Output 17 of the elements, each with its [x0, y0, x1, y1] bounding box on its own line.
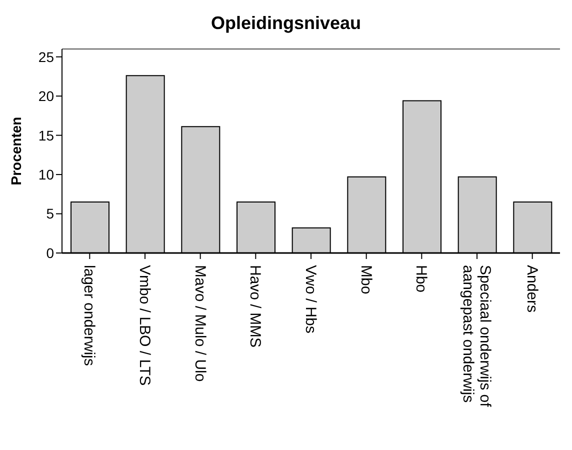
x-tick-label: Anders [523, 265, 540, 313]
x-tick-label: Vmbo / LBO / LTS [136, 265, 153, 386]
x-tick-label: Speciaal onderwijs of aangepast onderwijs [460, 265, 494, 408]
x-tick-label: Havo / MMS [246, 265, 264, 348]
y-tick-label: 25 [38, 48, 54, 65]
x-tick-label: lager onderwijs [80, 265, 98, 366]
y-tick-label: 0 [46, 244, 54, 261]
x-tick-label: Mbo [357, 265, 374, 294]
x-tick-label: Mavo / Mulo / Ulo [191, 265, 208, 382]
x-tick-label: Hbo [412, 265, 430, 293]
y-tick-label: 10 [38, 166, 54, 183]
x-tick-label: Vwo / Hbs [302, 265, 319, 334]
y-tick-label: 5 [46, 206, 54, 222]
chart-title: Opleidingsniveau [210, 12, 362, 35]
y-tick-label: 20 [38, 88, 54, 104]
y-axis-title: Procenten [8, 116, 24, 186]
y-tick-label: 15 [38, 127, 54, 144]
